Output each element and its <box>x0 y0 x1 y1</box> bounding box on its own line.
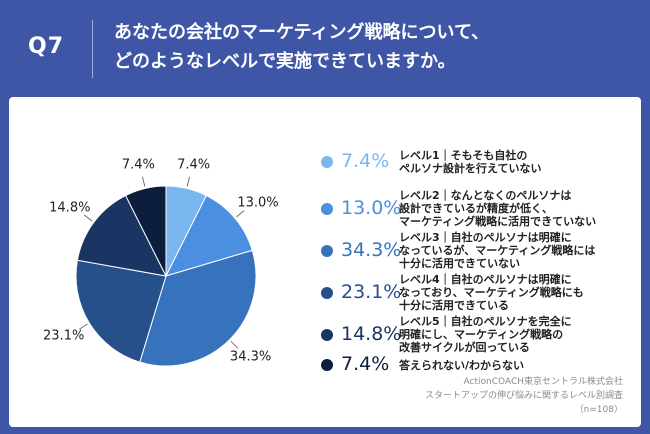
pie-leader-line <box>84 214 93 222</box>
pie-value-label: 13.0% <box>237 195 279 211</box>
legend-item: 7.4% 答えられない/わからない <box>321 353 644 395</box>
pie-chart <box>75 176 257 367</box>
source-sample: （n=108） <box>574 405 623 415</box>
legend-label-line: 設計できているが精度が低く、 <box>399 202 553 215</box>
pie-slice <box>76 194 167 277</box>
pie-leader-line <box>142 176 146 187</box>
question-text: あなたの会社のマーケティング戦略について、 どのようなレベルで実施できていますか… <box>114 18 614 76</box>
legend-label-line: レベル2｜なんとなくのペルソナは <box>399 189 572 202</box>
legend-item: 23.1% レベル4｜自社のペルソナは明確に なっており、マーケティング戦略にも 十分… <box>321 273 641 313</box>
logo-icon <box>10 409 24 423</box>
legend-label-line: 答えられない/わからない <box>399 358 525 372</box>
legend-label-line: レベル4｜自社のペルソナは明確に <box>399 273 572 286</box>
pie-slice <box>75 259 167 363</box>
pie-leader-line <box>186 176 190 187</box>
legend-label: レベル5｜自社のペルソナを完全に 明確にし、マーケティング戦略の 改善サイクルが回っ… <box>399 315 644 354</box>
legend-item: 7.4% レベル1｜そもそも自社の ペルソナ設計を行えていない <box>321 149 641 189</box>
legend-label-line: 十分に活用できている <box>399 299 509 312</box>
legend-item: 34.3% レベル3｜自社のペルソナは明確に なっているが、マーケティング戦略には十… <box>321 231 641 271</box>
source-survey: スタートアップの伸び悩みに関するレベル別調査 <box>424 391 623 401</box>
legend-label-line: レベル5｜自社のペルソナを完全に <box>399 315 572 328</box>
pie-value-label: 23.1% <box>43 328 85 344</box>
legend-label: レベル3｜自社のペルソナは明確に なっているが、マーケティング戦略には 十分に活用で… <box>399 231 644 270</box>
legend-label-line: 十分に活用できていない <box>399 257 520 270</box>
legend-swatch <box>321 202 333 215</box>
legend-swatch <box>321 244 333 257</box>
legend-label-line: レベル3｜自社のペルソナは明確に <box>399 231 572 244</box>
legend-label: レベル4｜自社のペルソナは明確に なっており、マーケティング戦略にも 十分に活用でき… <box>399 273 644 312</box>
legend-percent: 7.4% <box>341 150 390 172</box>
legend-label-line: 改善サイクルが回っている <box>399 341 530 354</box>
legend-label-line: ペルソナ設計を行えていない <box>399 162 542 175</box>
question-line-2: どのようなレベルで実施できていますか。 <box>114 51 456 72</box>
legend-label-line: マーケティング戦略に活用できていない <box>399 215 597 228</box>
legend-item: 13.0% レベル2｜なんとなくのペルソナは 設計できているが精度が低く、 マーケティ… <box>321 189 641 229</box>
legend-percent: 7.4% <box>341 353 390 375</box>
legend-label-line: なっているが、マーケティング戦略には <box>399 244 596 257</box>
legend-label-line: レベル1｜そもそも自社の <box>399 149 528 162</box>
pie-slice <box>139 249 257 367</box>
header: Q7 あなたの会社のマーケティング戦略について、 どのようなレベルで実施できてい… <box>0 0 650 96</box>
legend-label-line: 明確にし、マーケティング戦略の <box>399 328 564 341</box>
question-number: Q7 <box>28 34 65 59</box>
pie-slice <box>165 194 253 277</box>
legend-swatch <box>321 286 333 299</box>
brand-logo: リサピー <box>10 406 84 426</box>
pie-value-label: 14.8% <box>49 200 91 216</box>
legend-item: 14.8% レベル5｜自社のペルソナを完全に 明確にし、マーケティング戦略の 改善サイ… <box>321 315 641 355</box>
pie-slice <box>124 185 167 277</box>
pie-leader-line <box>78 323 88 330</box>
legend-percent: 23.1% <box>341 280 402 303</box>
question-line-1: あなたの会社のマーケティング戦略について、 <box>114 22 490 43</box>
source-company: ActionCOACH東京セントラル株式会社 <box>463 377 623 387</box>
legend-swatch <box>321 328 333 341</box>
legend-label-line: なっており、マーケティング戦略にも <box>399 286 584 299</box>
logo-text: リサピー <box>28 409 84 425</box>
legend-swatch <box>321 359 333 371</box>
legend-label: レベル2｜なんとなくのペルソナは 設計できているが精度が低く、 マーケティング戦略に… <box>399 189 644 228</box>
legend-label: 答えられない/わからない <box>399 359 644 372</box>
pie-leader-line <box>236 210 245 218</box>
pie-value-label: 7.4% <box>121 157 155 173</box>
chart-panel: 7.4% 13.0% 34.3% 23.1% 14.8% 7.4% 7.4% レベル1｜そも… <box>9 97 641 427</box>
legend-percent: 14.8% <box>341 322 402 345</box>
legend-percent: 34.3% <box>341 238 402 261</box>
legend-percent: 13.0% <box>341 196 402 219</box>
legend-label: レベル1｜そもそも自社の ペルソナ設計を行えていない <box>399 149 644 175</box>
pie-leader-line <box>230 340 239 349</box>
header-divider <box>92 20 93 78</box>
legend-swatch <box>321 156 333 168</box>
pie-value-label: 34.3% <box>229 349 272 365</box>
source-note: ActionCOACH東京セントラル株式会社 スタートアップの伸び悩みに関するレ… <box>425 375 623 417</box>
pie-value-label: 7.4% <box>177 157 211 173</box>
